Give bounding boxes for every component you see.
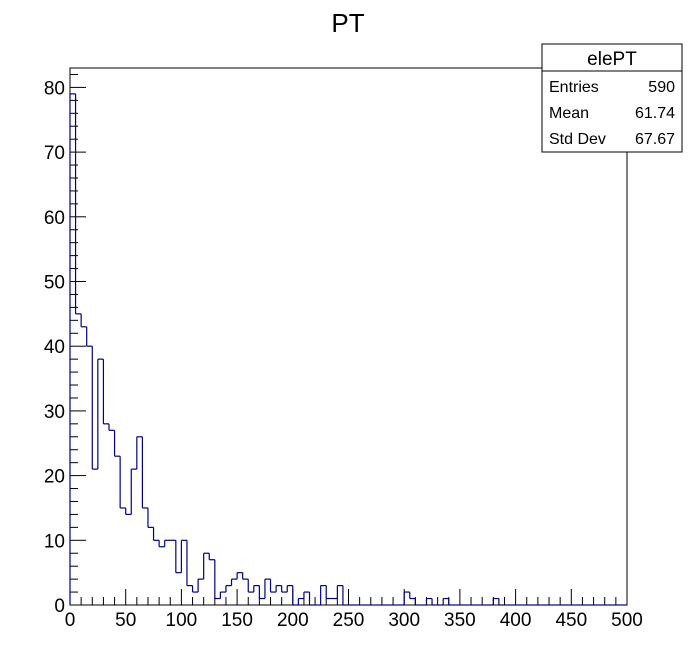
- stats-box-title: elePT: [587, 49, 637, 70]
- stats-mean-value: 61.74: [635, 105, 675, 122]
- x-tick-label: 100: [166, 610, 198, 631]
- x-tick-label: 250: [333, 610, 365, 631]
- y-tick-label: 10: [44, 531, 65, 552]
- x-tick-label: 150: [221, 610, 253, 631]
- y-tick-label: 20: [44, 467, 65, 488]
- y-tick-label: 50: [44, 273, 65, 294]
- y-tick-label: 30: [44, 402, 65, 423]
- stats-box-frame: [541, 43, 683, 153]
- stats-entries-value: 590: [648, 79, 675, 96]
- y-tick-label: 80: [44, 78, 65, 99]
- stats-entries-label: Entries: [549, 79, 599, 96]
- stats-mean-label: Mean: [549, 105, 589, 122]
- x-tick-label: 0: [65, 610, 76, 631]
- stats-stddev-label: Std Dev: [549, 131, 606, 148]
- chart-title: PT: [331, 8, 364, 38]
- stats-box: elePT Entries 590 Mean 61.74 Std Dev 67.…: [541, 43, 683, 153]
- y-tick-label: 60: [44, 208, 65, 229]
- y-tick-label: 70: [44, 143, 65, 164]
- x-tick-label: 450: [555, 610, 587, 631]
- axis-tick-labels: 0 50 100 150 200 250 300 350 400 450 500 0 10 20 30 40 5…: [44, 78, 643, 631]
- x-tick-label: 50: [115, 610, 136, 631]
- histogram-bins: [69, 93, 627, 606]
- x-tick-label: 350: [444, 610, 476, 631]
- stats-stddev-value: 67.67: [635, 131, 675, 148]
- axis-ticks: [69, 73, 628, 606]
- x-tick-label: 500: [611, 610, 643, 631]
- x-tick-label: 400: [500, 610, 532, 631]
- x-tick-label: 300: [388, 610, 420, 631]
- y-tick-label: 40: [44, 337, 65, 358]
- x-tick-label: 200: [277, 610, 309, 631]
- y-tick-label: 0: [54, 596, 65, 617]
